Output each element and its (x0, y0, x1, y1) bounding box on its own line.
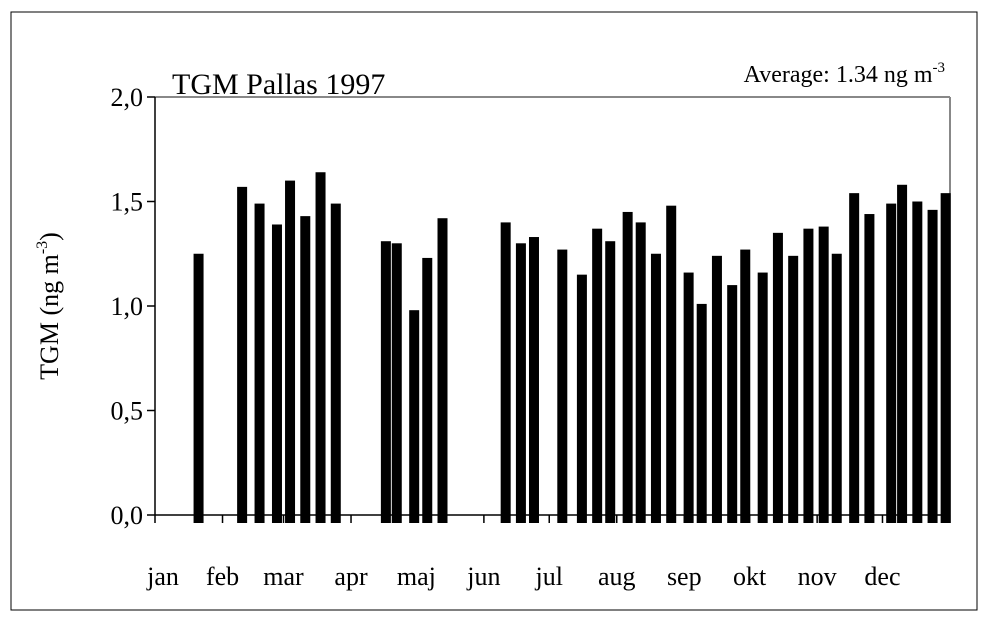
bar (254, 203, 265, 523)
bar (849, 193, 860, 523)
bar (391, 243, 402, 524)
bar (912, 201, 923, 523)
x-tick-label: sep (667, 562, 702, 591)
x-tick-label: feb (206, 562, 239, 591)
bar (437, 218, 448, 523)
x-tick-label: nov (798, 562, 837, 591)
bar (897, 184, 908, 523)
bar (696, 303, 707, 523)
bar (576, 274, 587, 523)
bar (193, 253, 204, 523)
outer-frame (10, 11, 978, 611)
bar (940, 193, 951, 523)
bar (622, 211, 633, 523)
bar (635, 222, 646, 523)
bar (409, 310, 420, 523)
bar (864, 214, 875, 524)
y-label-sup: -3 (34, 241, 51, 254)
chart-title: TGM Pallas 1997 (172, 68, 385, 101)
x-tick-label: okt (733, 562, 767, 591)
y-axis-label: TGM (ng m-3) (34, 232, 64, 380)
bar (711, 255, 722, 523)
y-label-end: ) (35, 232, 64, 241)
bar (500, 222, 511, 523)
y-label-text: TGM (ng m (35, 254, 64, 380)
bar (285, 180, 296, 523)
bar (818, 226, 829, 523)
y-tick-label: 0,0 (111, 501, 144, 530)
bar (740, 249, 751, 523)
bar (683, 272, 694, 523)
bar (528, 237, 539, 523)
annotation-text: Average: 1.34 ng m (744, 62, 933, 88)
y-tick-label: 1,0 (111, 292, 144, 321)
bar (515, 243, 526, 524)
y-tick-label: 1,5 (111, 188, 144, 217)
bar (666, 205, 677, 523)
bar (271, 224, 282, 524)
x-tick-label: maj (397, 562, 436, 591)
x-tick-label: jan (146, 562, 179, 591)
bar (788, 255, 799, 523)
x-tick-label: apr (334, 562, 368, 591)
bar (237, 186, 248, 523)
bar (422, 257, 433, 523)
bar (315, 172, 326, 524)
x-tick-label: jun (466, 562, 500, 591)
x-tick-label: aug (598, 562, 636, 591)
bar (592, 228, 603, 524)
bar (300, 216, 311, 523)
bar (380, 241, 391, 523)
annotation-sup: -3 (933, 60, 946, 76)
bar (727, 285, 738, 523)
bar (886, 203, 897, 523)
bar (927, 209, 938, 524)
bar (330, 203, 341, 523)
bar (803, 228, 814, 524)
y-tick-label: 2,0 (111, 83, 144, 112)
bar (831, 253, 842, 523)
bar (557, 249, 568, 523)
x-tick-label: mar (263, 562, 304, 591)
bar (772, 232, 783, 523)
x-tick-label: dec (864, 562, 900, 591)
x-tick-label: jul (535, 562, 563, 591)
y-tick-label: 0,5 (111, 397, 144, 426)
bar (757, 272, 768, 523)
annotation: Average: 1.34 ng m-3 (744, 60, 945, 88)
bar (605, 241, 616, 523)
bar (650, 253, 661, 523)
